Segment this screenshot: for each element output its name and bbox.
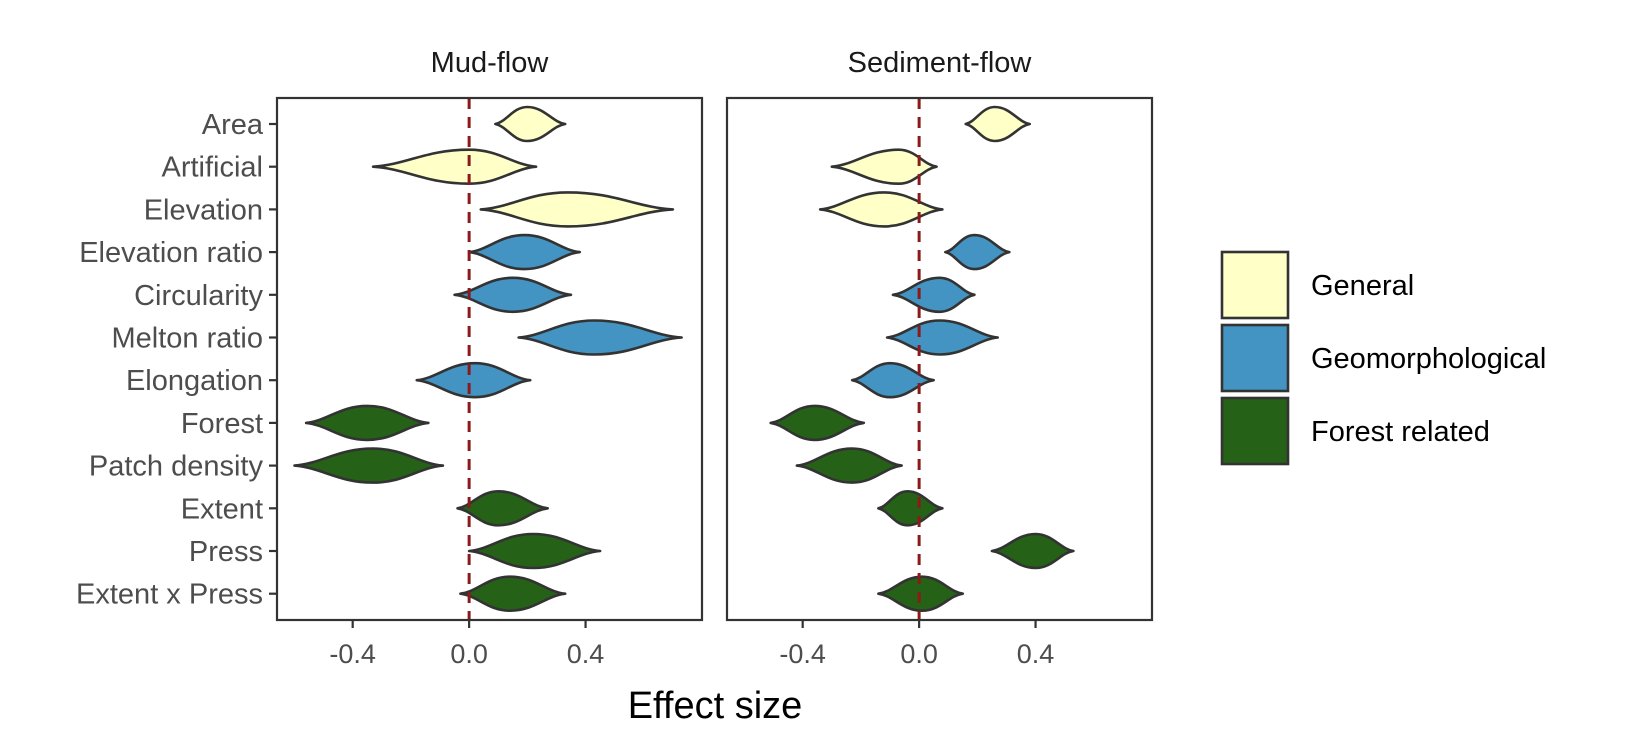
panels-layer: Mud-flow -0.4 0.0 0.4 Sediment-flow -0.4 0.0 0.…: [275, 47, 1154, 669]
violin-mud-flow-forest: [304, 404, 430, 442]
violin-sediment-flow-melton-ratio: [885, 319, 1000, 356]
y-axis: Area Artificial Elevation Elevation ratio Ci…: [76, 109, 277, 611]
legend: General Geomorphological Forest related: [1220, 250, 1546, 466]
y-tick-label-forest: Forest: [181, 408, 263, 440]
panel-border-mud-flow: [275, 96, 704, 622]
y-tick-label-area: Area: [202, 109, 264, 141]
violin-sediment-flow-circularity: [891, 276, 976, 314]
violin-sediment-flow-area: [964, 105, 1032, 143]
violin-mud-flow-patch-density: [293, 447, 445, 484]
y-tick-label-elevation-ratio: Elevation ratio: [79, 237, 263, 269]
y-tick-label-artificial: Artificial: [161, 152, 263, 184]
legend-label-general: General: [1311, 270, 1414, 302]
y-tick-label-press: Press: [189, 536, 263, 568]
violin-sediment-flow-elongation: [850, 361, 935, 399]
legend-key-general: [1220, 250, 1290, 320]
violin-mud-flow-press: [467, 532, 602, 570]
legend-key-geomorphological: [1220, 323, 1290, 393]
legend-key-forest-related: [1220, 396, 1290, 466]
violin-mud-flow-extent: [456, 490, 550, 527]
violin-sediment-flow-press: [990, 532, 1075, 570]
y-tick-label-circularity: Circularity: [134, 280, 263, 312]
panel-title-mud-flow: Mud-flow: [431, 47, 550, 79]
violin-sediment-flow-elevation-ratio: [944, 233, 1011, 271]
y-tick-label-extent-x-press: Extent x Press: [76, 579, 263, 611]
panel-border-sediment-flow: [725, 96, 1154, 622]
violin-mud-flow-melton-ratio: [517, 319, 683, 356]
legend-label-geomorphological: Geomorphological: [1311, 343, 1546, 375]
panel-title-sediment-flow: Sediment-flow: [848, 47, 1033, 79]
y-tick-label-elongation: Elongation: [126, 365, 263, 397]
violin-sediment-flow-extent: [877, 490, 944, 527]
violin-mud-flow-area: [494, 105, 567, 143]
x-tick-label: -0.4: [779, 639, 826, 669]
violin-mud-flow-circularity: [453, 276, 573, 314]
violin-mud-flow-artificial: [371, 148, 538, 185]
y-tick-label-melton-ratio: Melton ratio: [111, 323, 263, 355]
violin-sediment-flow-artificial: [830, 148, 938, 185]
x-axis-title: Effect size: [628, 685, 803, 727]
legend-label-forest-related: Forest related: [1311, 416, 1490, 448]
x-tick-label: 0.4: [567, 639, 605, 669]
x-tick-label: 0.0: [450, 639, 488, 669]
panel-mud-flow: Mud-flow -0.4 0.0 0.4: [275, 47, 704, 669]
violin-mud-flow-elongation: [415, 361, 532, 399]
y-tick-label-patch-density: Patch density: [89, 451, 264, 483]
panel-sediment-flow: Sediment-flow -0.4 0.0 0.4: [725, 47, 1154, 669]
x-tick-label: 0.0: [900, 639, 938, 669]
violin-mud-flow-elevation-ratio: [467, 233, 582, 271]
y-tick-label-extent: Extent: [181, 493, 263, 525]
x-tick-label: -0.4: [329, 639, 376, 669]
y-tick-label-elevation: Elevation: [144, 194, 263, 226]
violin-sediment-flow-patch-density: [795, 447, 903, 484]
violin-mud-flow-elevation: [479, 191, 675, 228]
violin-sediment-flow-forest: [769, 404, 866, 442]
violin-sediment-flow-elevation: [818, 191, 944, 228]
violin-mud-flow-extent-x-press: [459, 575, 567, 612]
x-tick-label: 0.4: [1017, 639, 1055, 669]
